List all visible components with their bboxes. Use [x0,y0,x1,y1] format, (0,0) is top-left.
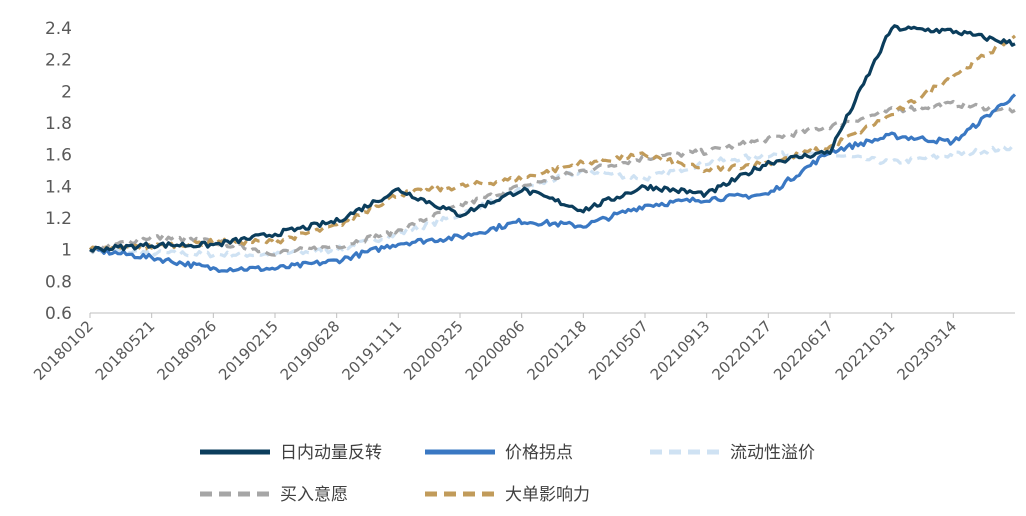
legend-item: 价格拐点 [425,443,573,463]
legend-item: 买入意愿 [200,485,348,505]
y-tick-label: 1.6 [45,146,72,166]
series-line-3 [89,99,1016,257]
y-tick-label: 1.4 [45,177,72,197]
y-tick-label: 2 [61,82,72,102]
series-lines [88,24,1017,273]
x-tick-label: 20210913 [647,317,714,384]
y-tick-label: 0.8 [45,272,72,292]
legend-item: 大单影响力 [425,485,590,505]
y-tick-label: 1.8 [45,114,72,134]
legend-label: 大单影响力 [505,485,590,505]
y-tick-label: 2.2 [45,51,72,71]
y-axis-ticks: 0.6 0.8 1 1.2 1.4 1.6 1.8 2 2.2 2.4 [45,19,72,324]
x-tick-label: 20180926 [153,317,220,384]
x-tick-label: 20230314 [893,317,960,384]
x-tick-label: 20200806 [462,317,529,384]
y-tick-label: 0.6 [45,304,72,324]
series-line-1 [89,93,1017,273]
x-tick-label: 20180102 [30,317,97,384]
legend-label: 日内动量反转 [280,443,382,463]
series-line-2 [88,144,1016,259]
x-tick-label: 20190215 [215,317,282,384]
x-tick-label: 20200325 [400,317,467,384]
x-tick-label: 20221031 [832,317,899,384]
y-tick-label: 1 [61,241,72,261]
legend-item: 日内动量反转 [200,443,382,463]
x-tick-label: 20220127 [708,317,775,384]
x-tick-label: 20201218 [523,317,590,384]
legend-label: 买入意愿 [280,485,348,505]
legend-item: 流动性溢价 [650,443,815,463]
x-tick-label: 20210507 [585,317,652,384]
x-tick-label: 20190628 [277,317,344,384]
y-tick-label: 1.2 [45,209,72,229]
y-tick-label: 2.4 [45,19,72,39]
x-axis-ticks: 2018010220180521201809262019021520190628… [30,313,960,384]
x-tick-label: 20191111 [338,317,405,384]
series-line-0 [89,24,1016,253]
x-tick-label: 20220617 [770,317,837,384]
legend-label: 流动性溢价 [730,443,815,463]
series-line-4 [88,34,1017,252]
legend-label: 价格拐点 [505,443,573,463]
x-tick-label: 20180521 [92,317,159,384]
